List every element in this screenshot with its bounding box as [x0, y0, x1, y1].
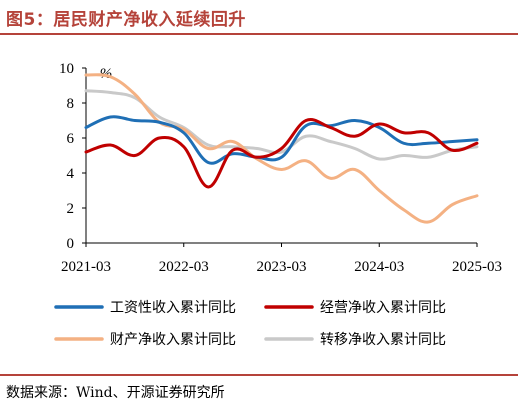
- y-tick-label: 0: [67, 236, 75, 252]
- legend-label-1: 工资性收入累计同比: [110, 300, 236, 316]
- y-tick-label: 8: [67, 96, 75, 112]
- x-tick-label: 2024-03: [354, 259, 404, 275]
- y-tick-label: 4: [67, 166, 75, 182]
- y-tick-label: 10: [59, 61, 74, 77]
- y-unit-label: %: [100, 66, 113, 82]
- chart-lines: [84, 73, 479, 224]
- x-tick-label: 2021-03: [61, 259, 111, 275]
- series-line-2: [84, 118, 479, 189]
- legend-label-4: 转移净收入累计同比: [320, 332, 446, 348]
- series-line-4: [84, 89, 479, 161]
- x-tick-label: 2025-03: [452, 259, 502, 275]
- series-line-1: [84, 115, 479, 165]
- x-tick-label: 2022-03: [159, 259, 209, 275]
- source-note: 数据来源：Wind、开源证券研究所: [6, 385, 225, 401]
- y-tick-label: 6: [67, 131, 75, 147]
- title-bar: 图5：居民财产净收入延续回升: [0, 0, 518, 35]
- source-bar: 数据来源：Wind、开源证券研究所: [0, 374, 518, 410]
- x-tick-label: 2023-03: [257, 259, 307, 275]
- legend-label-3: 财产净收入累计同比: [110, 332, 236, 348]
- figure-title: 图5：居民财产净收入延续回升: [6, 10, 246, 30]
- line-chart: 0 2 4 6 8 10 % 2021-03 2022-03 2023-03 2024-03 2025…: [54, 61, 502, 348]
- y-tick-label: 2: [67, 201, 75, 217]
- series-line-3: [84, 73, 479, 224]
- chart-axes: 0 2 4 6 8 10 % 2021-03 2022-03 2023-03 2024-03 2025…: [59, 61, 502, 275]
- legend-label-2: 经营净收入累计同比: [320, 300, 446, 316]
